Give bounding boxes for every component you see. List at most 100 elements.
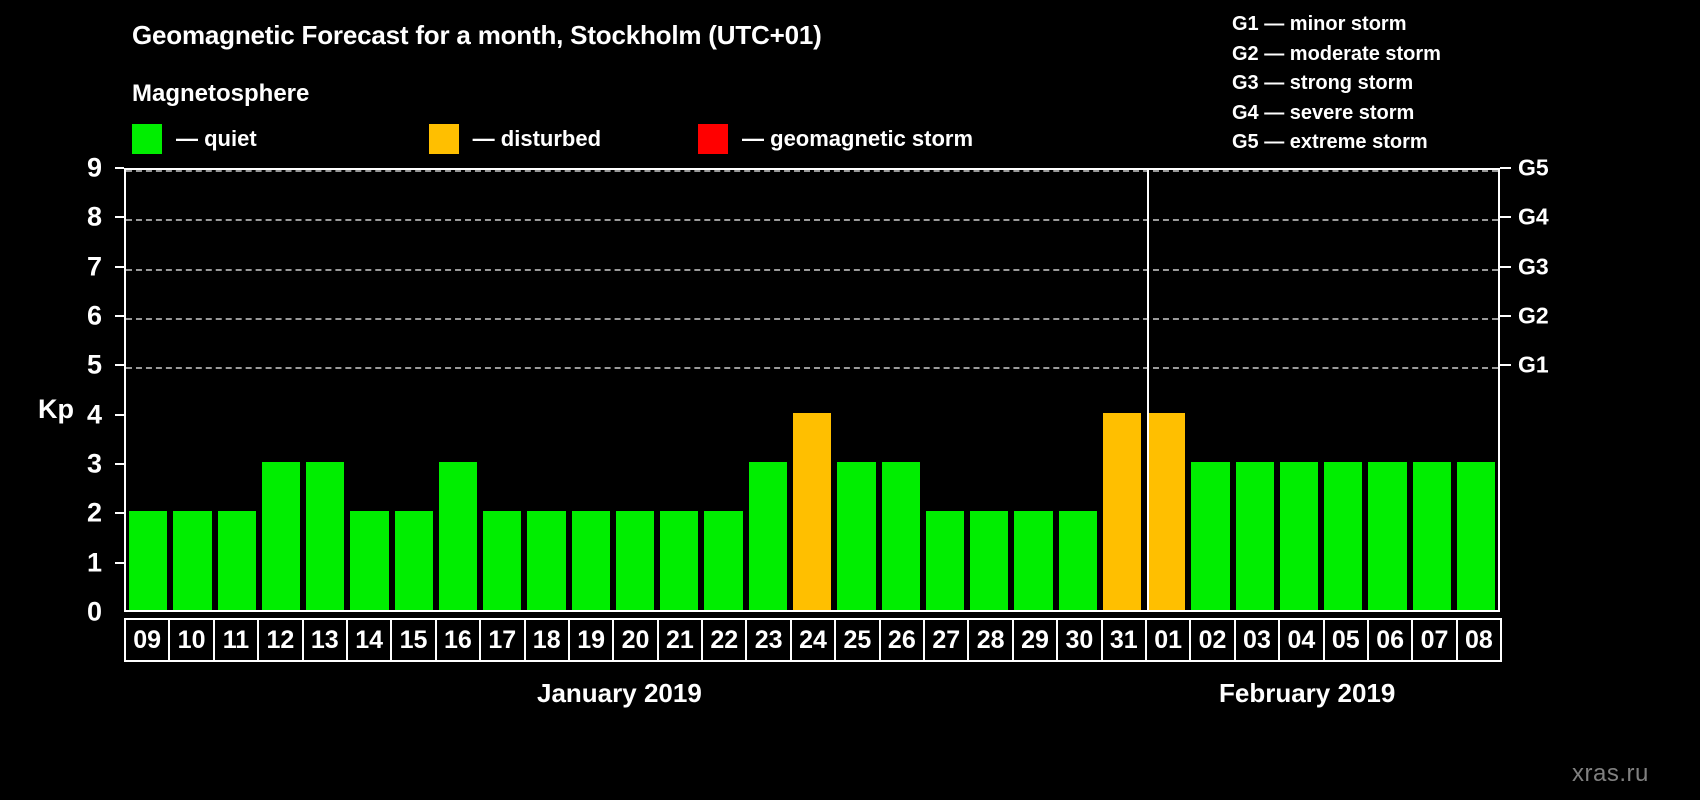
y-tick-label: 4: [86, 399, 102, 430]
date-label: 14: [345, 618, 393, 662]
date-label: 29: [1011, 618, 1059, 662]
bar-cell: [215, 170, 259, 610]
legend-item-disturbed: — disturbed: [428, 124, 601, 154]
bar: [1456, 462, 1496, 610]
date-label: 30: [1056, 618, 1103, 662]
bar-cell: [879, 170, 923, 610]
legend-swatch-quiet-icon: [132, 124, 162, 154]
g-scale-line: G3 — strong storm: [1232, 72, 1414, 94]
bar-cell: [524, 170, 568, 610]
bar: [970, 511, 1009, 610]
bar-cell: [1233, 170, 1277, 610]
g-tick-mark: [1500, 167, 1511, 169]
g-tick-mark: [1500, 364, 1511, 367]
date-label: 03: [1233, 618, 1281, 662]
date-label: 19: [567, 618, 615, 662]
date-label: 20: [612, 618, 659, 662]
watermark: xras.ru: [1572, 760, 1649, 787]
legend-label-storm: — geomagnetic storm: [742, 126, 974, 151]
y-tick-label: 1: [86, 547, 102, 578]
y-tick-mark: [115, 265, 124, 268]
bar-cell: [1454, 170, 1498, 610]
bar: [748, 462, 787, 610]
date-label: 25: [834, 618, 881, 662]
date-label: 13: [301, 618, 348, 662]
g-scale-line: G2 — moderate storm: [1232, 42, 1441, 65]
g-scale-line: G4 — severe storm: [1232, 101, 1415, 124]
date-label: 16: [434, 618, 482, 662]
date-label: 07: [1411, 618, 1458, 662]
y-tick-label: 7: [86, 251, 102, 282]
bar-cell: [1011, 170, 1055, 610]
bar-cell: [746, 170, 790, 610]
g-tick-mark: [1500, 265, 1511, 268]
magnetosphere-legend: — quiet — disturbed — geomagnetic storm: [132, 124, 973, 154]
g-tick-mark: [1500, 315, 1511, 317]
bar: [881, 462, 920, 610]
y-tick-mark: [115, 216, 124, 219]
g-tick-label: G1: [1518, 351, 1549, 378]
bar-cell: [1277, 170, 1321, 610]
date-label: 05: [1322, 618, 1369, 662]
bar-cell: [303, 170, 347, 610]
g-tick-mark: [1500, 216, 1511, 219]
bar: [925, 511, 965, 610]
date-label: 28: [967, 618, 1014, 662]
y-tick-label: 5: [86, 349, 102, 380]
bar-cell: [347, 170, 391, 610]
bar: [837, 462, 876, 610]
gridline: [126, 219, 1498, 222]
g-tick-label: G3: [1518, 253, 1549, 280]
date-label: 02: [1189, 618, 1236, 662]
y-axis-title: Kp: [38, 394, 74, 424]
bar-cell: [569, 170, 613, 610]
plot-area: [124, 168, 1500, 612]
bar: [704, 511, 743, 610]
bar: [1235, 462, 1274, 610]
date-axis: 09 10 11 12 13 14 15 16 17 18 19 20 21 22 23 24 25 26 27 28…: [124, 618, 1503, 662]
date-label: 09: [124, 618, 171, 662]
bar-cell: [1144, 170, 1188, 610]
bar: [571, 511, 610, 610]
bar: [660, 511, 699, 610]
date-label: 31: [1100, 618, 1147, 662]
bar: [1058, 511, 1097, 610]
bar-cell: [657, 170, 701, 610]
bar: [1102, 412, 1142, 610]
g-scale-legend: G1 — minor storm G2 — moderate storm G3 …: [1232, 10, 1441, 158]
g-scale-line: G1 — minor storm: [1232, 13, 1407, 35]
gridline: [126, 170, 1498, 172]
bar-cell: [613, 170, 657, 610]
legend-swatch-storm-icon: [698, 124, 729, 154]
y-tick-label: 8: [86, 201, 102, 232]
g-scale-line: G5 — extreme storm: [1232, 131, 1428, 153]
bar-cell: [1100, 170, 1144, 610]
g-tick-label: G5: [1518, 154, 1549, 181]
bar-cell: [834, 170, 878, 610]
bar: [1412, 462, 1451, 610]
y-tick-mark: [115, 315, 124, 317]
plot-inner: [126, 170, 1498, 610]
date-label: 15: [390, 618, 437, 662]
bar-cell: [1410, 170, 1454, 610]
bar: [1191, 462, 1230, 610]
bar-cell: [1321, 170, 1365, 610]
bar: [527, 511, 566, 610]
y-tick-mark: [115, 463, 124, 465]
y-tick-label: 2: [86, 497, 102, 528]
bar: [306, 462, 345, 610]
gridline: [126, 318, 1498, 320]
date-label: 21: [656, 618, 704, 662]
date-label: 27: [923, 618, 970, 662]
bar: [438, 462, 478, 610]
date-label: 12: [257, 618, 304, 662]
bar: [173, 511, 212, 610]
legend-label-quiet: — quiet: [176, 126, 257, 151]
g-tick-label: G2: [1518, 302, 1549, 329]
bar-cell: [259, 170, 303, 610]
bar: [483, 511, 522, 610]
date-label: 10: [168, 618, 215, 662]
bar: [129, 511, 168, 610]
bar: [792, 412, 832, 610]
